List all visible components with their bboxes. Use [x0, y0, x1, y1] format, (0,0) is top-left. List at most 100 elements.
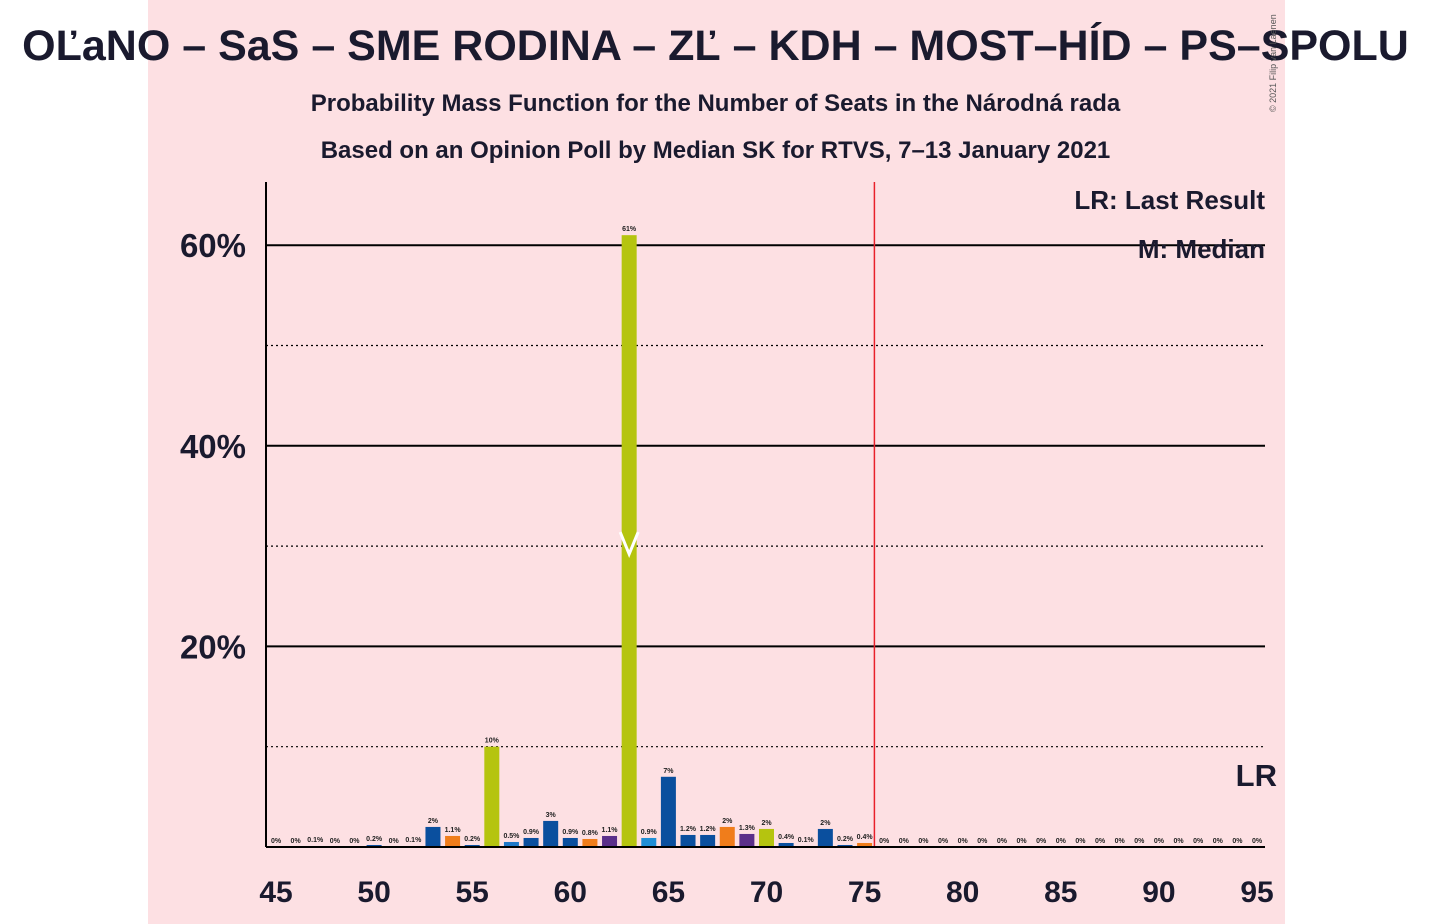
median-marker: [618, 531, 640, 559]
bar-label-seat-61: 0.8%: [582, 830, 599, 837]
bar-label-seat-85: 0%: [1056, 838, 1067, 845]
bar-value-labels: 0% 0% 0.1% 0% 0% 0.2% 0% 0.1%2%1.1%0.2%10%0.5%0…: [271, 226, 1263, 845]
bar-label-seat-64: 0.9%: [641, 829, 658, 836]
x-tick-label-60: 60: [554, 876, 587, 909]
bar-label-seat-79: 0%: [938, 838, 949, 845]
bar-label-seat-76: 0%: [879, 838, 890, 845]
bar-label-seat-65: 7%: [663, 768, 674, 775]
bar-seat-59: [543, 820, 559, 847]
bar-seat-67: [700, 834, 716, 847]
bar-seat-53: [425, 826, 441, 847]
bar-label-seat-60: 0.9%: [562, 829, 579, 836]
x-tick-label-45: 45: [259, 876, 292, 909]
x-tick-label-65: 65: [652, 876, 685, 909]
bar-label-seat-84: 0%: [1036, 838, 1047, 845]
bar-label-seat-83: 0%: [1016, 838, 1027, 845]
bar-label-seat-49: 0%: [349, 838, 360, 845]
bar-label-seat-55: 0.2%: [464, 836, 481, 843]
grid-lines: [266, 244, 1265, 748]
bar-seat-56: [484, 746, 500, 847]
bar-label-seat-86: 0%: [1075, 838, 1086, 845]
bar-seat-57: [503, 841, 519, 847]
bar-label-seat-91: 0%: [1173, 838, 1184, 845]
bar-seat-61: [582, 838, 598, 847]
bar-label-seat-81: 0%: [977, 838, 988, 845]
bar-seat-54: [445, 835, 461, 847]
bar-label-seat-47: 0.1%: [307, 837, 324, 844]
bar-label-seat-62: 1.1%: [602, 827, 619, 834]
bar-label-seat-54: 1.1%: [445, 827, 462, 834]
chart-title: OĽaNO – SaS – SME RODINA – ZĽ – KDH – MO…: [22, 22, 1409, 70]
x-tick-label-55: 55: [456, 876, 489, 909]
bar-label-seat-52: 0.1%: [405, 837, 422, 844]
bar-seat-58: [523, 837, 539, 847]
bar-seat-74: [837, 844, 853, 847]
bar-label-seat-53: 2%: [428, 818, 439, 825]
bar-seat-68: [719, 826, 735, 847]
bar-seat-60: [562, 837, 578, 847]
bar-seat-75: [857, 842, 873, 847]
bar-label-seat-88: 0%: [1115, 838, 1126, 845]
chart-subtitle: Probability Mass Function for the Number…: [310, 90, 1121, 117]
bar-seat-50: [366, 844, 382, 847]
bar-label-seat-74: 0.2%: [837, 836, 854, 843]
bar-label-seat-68: 2%: [722, 818, 733, 825]
bar-label-seat-70: 2%: [761, 820, 772, 827]
axes: 20% 40% 60% 45 50 55 60 65 70 75 80 85 90 95: [180, 182, 1274, 909]
bar-seat-71: [778, 842, 794, 847]
legend: LR: Last Result M: Median: [1074, 185, 1265, 264]
bar-label-seat-77: 0%: [899, 838, 910, 845]
plot-background-band: [148, 0, 1285, 924]
x-tick-label-95: 95: [1240, 876, 1273, 909]
bar-label-seat-87: 0%: [1095, 838, 1106, 845]
bar-label-seat-72: 0.1%: [798, 837, 815, 844]
bar-label-seat-89: 0%: [1134, 838, 1145, 845]
bar-label-seat-73: 2%: [820, 820, 831, 827]
legend-last-result: LR: Last Result: [1074, 185, 1265, 215]
bar-label-seat-50: 0.2%: [366, 836, 383, 843]
bar-seat-65: [660, 776, 676, 847]
y-tick-label-40: 40%: [180, 428, 246, 465]
bar-label-seat-59: 3%: [546, 812, 557, 819]
bar-label-seat-94: 0%: [1232, 838, 1243, 845]
bar-label-seat-82: 0%: [997, 838, 1008, 845]
x-tick-label-90: 90: [1142, 876, 1175, 909]
bar-seat-55: [464, 844, 480, 847]
x-tick-label-70: 70: [750, 876, 783, 909]
bar-label-seat-48: 0%: [330, 838, 341, 845]
bar-label-seat-93: 0%: [1213, 838, 1224, 845]
bar-label-seat-58: 0.9%: [523, 829, 540, 836]
x-tick-label-75: 75: [848, 876, 881, 909]
y-tick-label-60: 60%: [180, 227, 246, 264]
bar-label-seat-75: 0.4%: [857, 834, 874, 841]
bar-label-seat-56: 10%: [485, 738, 500, 745]
bar-label-seat-90: 0%: [1154, 838, 1165, 845]
bar-label-seat-92: 0%: [1193, 838, 1204, 845]
bar-seat-62: [602, 835, 618, 847]
bar-seat-73: [817, 828, 833, 847]
bar-label-seat-45: 0%: [271, 838, 282, 845]
x-tick-label-80: 80: [946, 876, 979, 909]
bar-seat-63: [621, 235, 637, 848]
last-result-marker-label: LR: [1236, 758, 1277, 793]
x-tick-label-85: 85: [1044, 876, 1077, 909]
bar-label-seat-63: 61%: [622, 226, 637, 233]
bar-seat-66: [680, 834, 696, 847]
bar-label-seat-67: 1.2%: [700, 826, 717, 833]
bar-label-seat-69: 1.3%: [739, 825, 756, 832]
bar-label-seat-80: 0%: [958, 838, 969, 845]
bar-label-seat-46: 0%: [291, 838, 302, 845]
bar-label-seat-66: 1.2%: [680, 826, 697, 833]
bar-label-seat-95: 0%: [1252, 838, 1263, 845]
bar-seat-69: [739, 833, 755, 847]
bar-label-seat-78: 0%: [918, 838, 929, 845]
bar-seat-64: [641, 837, 657, 847]
y-tick-label-20: 20%: [180, 628, 246, 665]
x-tick-label-50: 50: [357, 876, 390, 909]
legend-median: M: Median: [1138, 234, 1265, 264]
bar-label-seat-57: 0.5%: [503, 833, 520, 840]
bars: [307, 235, 873, 848]
bar-seat-70: [759, 828, 774, 847]
bar-label-seat-71: 0.4%: [778, 834, 795, 841]
